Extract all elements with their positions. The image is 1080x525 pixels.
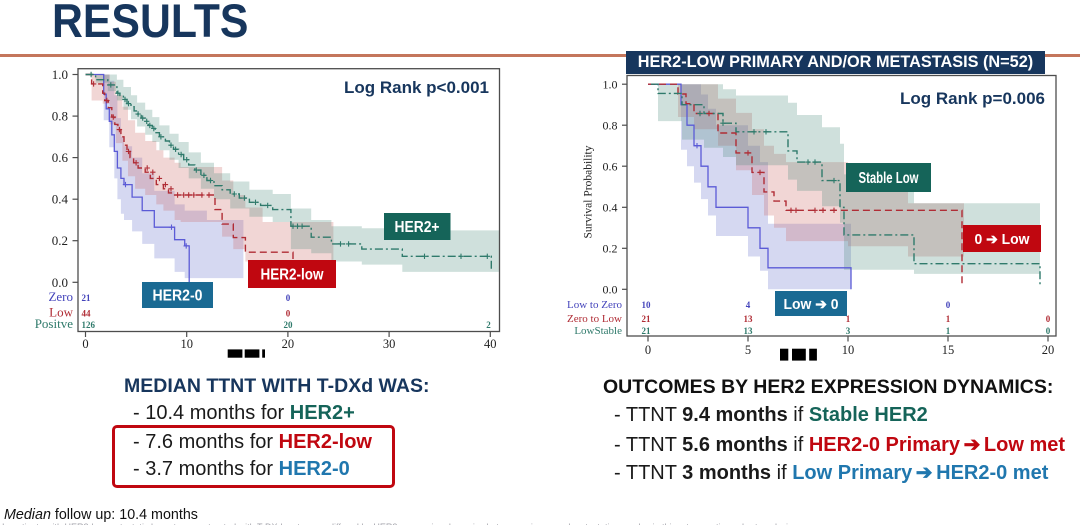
svg-text:13: 13 — [744, 326, 754, 336]
svg-text:Survival Probability: Survival Probability — [583, 145, 595, 238]
svg-text:0.2: 0.2 — [52, 233, 68, 248]
svg-text:10: 10 — [180, 337, 193, 351]
svg-text:0.0: 0.0 — [603, 283, 618, 297]
svg-text:126: 126 — [82, 320, 96, 330]
svg-text:LowStable: LowStable — [574, 325, 622, 337]
svg-text:1.0: 1.0 — [52, 67, 68, 82]
svg-text:0: 0 — [1046, 326, 1051, 336]
svg-text:Log Rank p=0.006: Log Rank p=0.006 — [900, 89, 1045, 108]
svg-text:13: 13 — [744, 314, 754, 324]
svg-text:4: 4 — [746, 300, 751, 310]
svg-text:0: 0 — [645, 343, 651, 357]
svg-text:0.8: 0.8 — [52, 109, 68, 124]
svg-text:0 ➔ Low: 0 ➔ Low — [975, 232, 1031, 248]
svg-text:0.4: 0.4 — [603, 201, 618, 215]
svg-text:0.4: 0.4 — [52, 192, 69, 207]
svg-text:Positve: Positve — [35, 316, 74, 331]
svg-text:10: 10 — [642, 300, 652, 310]
svg-text:3: 3 — [846, 326, 851, 336]
svg-text:1: 1 — [946, 314, 951, 324]
svg-text:Low to Zero: Low to Zero — [567, 299, 622, 311]
svg-text:0.8: 0.8 — [603, 118, 618, 132]
svg-text:2: 2 — [486, 320, 491, 330]
svg-text:0: 0 — [286, 309, 291, 319]
svg-text:10: 10 — [842, 343, 855, 357]
svg-text:20: 20 — [1042, 343, 1055, 357]
svg-text:15: 15 — [942, 343, 955, 357]
svg-text:1: 1 — [846, 314, 851, 324]
svg-text:0: 0 — [286, 293, 291, 303]
svg-text:0.6: 0.6 — [603, 159, 618, 173]
svg-text:5: 5 — [745, 343, 751, 357]
svg-text:20: 20 — [282, 337, 295, 351]
svg-text:HER2-0: HER2-0 — [153, 288, 203, 305]
svg-text:0.6: 0.6 — [52, 150, 69, 165]
svg-text:20: 20 — [284, 320, 294, 330]
svg-text:Zero: Zero — [48, 289, 73, 304]
svg-text:Low: Low — [49, 305, 73, 320]
svg-text:30: 30 — [383, 337, 396, 351]
svg-text:21: 21 — [642, 314, 652, 324]
svg-text:21: 21 — [82, 293, 92, 303]
svg-text:0: 0 — [82, 337, 88, 351]
svg-text:1: 1 — [946, 326, 951, 336]
svg-text:0: 0 — [946, 300, 951, 310]
svg-text:21: 21 — [642, 326, 652, 336]
svg-text:0: 0 — [1046, 314, 1051, 324]
svg-text:Low ➔ 0: Low ➔ 0 — [784, 297, 839, 313]
svg-text:Zero to Low: Zero to Low — [567, 313, 622, 325]
svg-text:HER2-low: HER2-low — [261, 267, 325, 284]
svg-text:40: 40 — [484, 337, 497, 351]
svg-text:Stable Low: Stable Low — [859, 170, 920, 187]
svg-text:0.0: 0.0 — [52, 275, 68, 290]
svg-text:44: 44 — [82, 309, 92, 319]
svg-text:HER2+: HER2+ — [395, 219, 440, 236]
svg-text:Log Rank p<0.001: Log Rank p<0.001 — [344, 78, 489, 97]
svg-text:0.2: 0.2 — [603, 242, 618, 256]
svg-text:1.0: 1.0 — [603, 77, 618, 91]
